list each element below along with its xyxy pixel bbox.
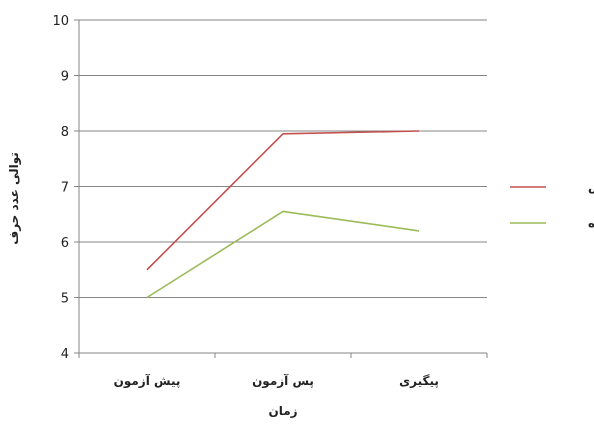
series-lines — [147, 131, 419, 298]
legend-label: آزمایش — [588, 179, 594, 194]
y-tick-label: 10 — [52, 14, 69, 29]
y-tick-label: 7 — [61, 181, 69, 196]
legend: آزمایش گواه — [510, 179, 594, 231]
x-tick-label: پیگیری — [399, 374, 439, 388]
y-tick-label: 6 — [61, 236, 69, 251]
x-tick-label: پیش آزمون — [114, 373, 181, 389]
x-tick-label: پس آزمون — [252, 373, 314, 389]
y-tick-label: 5 — [61, 292, 69, 307]
y-tick-label: 8 — [61, 125, 69, 140]
x-axis-title: زمان — [268, 404, 297, 418]
y-tick-label: 4 — [61, 347, 69, 362]
legend-label: گواه — [588, 216, 594, 231]
axes — [74, 20, 487, 358]
y-axis-title: توالی عدد حرف — [7, 152, 22, 244]
y-tick-label: 9 — [61, 70, 69, 85]
series-line — [147, 131, 419, 270]
gridlines — [79, 20, 487, 298]
tick-labels: 4 5 6 7 8 9 10 پیش آزمون پس آزمون پیگیری — [52, 14, 438, 389]
series-line — [147, 211, 419, 297]
